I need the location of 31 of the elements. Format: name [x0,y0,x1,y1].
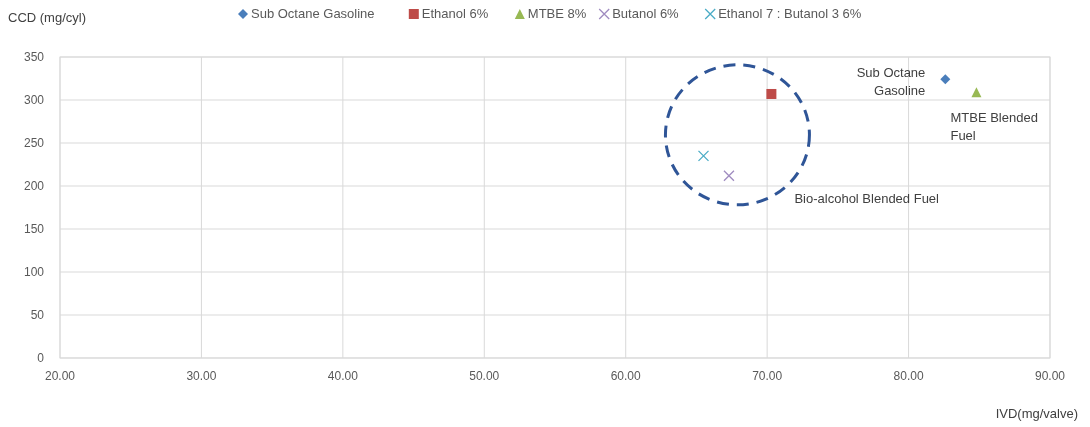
x-tick-label: 20.00 [44,369,76,383]
point [940,74,951,85]
y-tick-label: 350 [23,50,45,64]
legend-label: MTBE 8% [527,6,587,21]
point [723,170,735,182]
x-tick-label: 50.00 [469,369,500,383]
x-tick-label: 80.00 [893,369,924,383]
annotation: Sub Octane Gasoline [856,65,926,99]
y-tick-label: 0 [37,351,45,365]
y-tick-label: 150 [23,222,45,236]
x-tick-label: 90.00 [1034,369,1066,383]
y-tick-label: 250 [23,136,45,150]
x-axis-title: IVD(mg/valve) [995,406,1078,421]
point [971,87,982,98]
annotation: Bio-alcohol Blended Fuel [794,190,940,206]
legend-label: Ethanol 6% [421,6,489,21]
x-tick-label: 70.00 [752,369,783,383]
y-tick-label: 300 [23,93,45,107]
legend-label: Butanol 6% [612,6,680,21]
x-tick-label: 30.00 [186,369,217,383]
annotation: MTBE Blended Fuel [950,110,1038,144]
y-tick-label: 100 [23,265,45,279]
point [766,88,777,99]
legend-label: Ethanol 7 : Butanol 3 6% [718,6,862,21]
x-tick-label: 40.00 [327,369,359,383]
y-axis-title: CCD (mg/cyl) [8,10,86,25]
legend-label: Sub Octane Gasoline [251,6,375,21]
y-tick-label: 200 [23,179,45,193]
x-tick-label: 60.00 [610,369,642,383]
y-tick-label: 50 [30,308,45,322]
point [697,150,710,162]
